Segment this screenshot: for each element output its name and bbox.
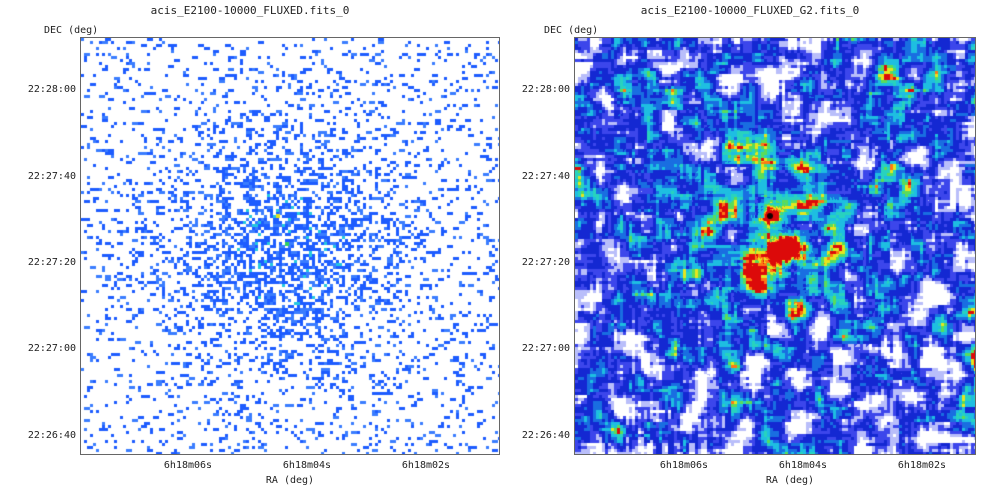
image-frame-raw[interactable] (80, 37, 500, 455)
x-tick-label: 6h18m04s (282, 460, 332, 471)
x-tick-label: 6h18m06s (659, 460, 709, 471)
panel-title: acis_E2100-10000_FLUXED.fits_0 (150, 4, 350, 17)
image-panel-right: acis_E2100-10000_FLUXED_G2.fits_0 DEC (d… (500, 0, 1000, 492)
x-axis-label: RA (deg) (265, 475, 315, 486)
y-axis-label: DEC (deg) (44, 25, 99, 36)
y-tick-label: 22:27:20 (521, 257, 570, 268)
image-panel-left: acis_E2100-10000_FLUXED.fits_0 DEC (deg)… (27, 4, 500, 486)
x-tick-label: 6h18m02s (897, 460, 947, 471)
y-tick-label: 22:28:00 (27, 84, 76, 95)
y-tick-label: 22:27:00 (521, 343, 570, 354)
smoothed-image[interactable] (575, 38, 975, 454)
x-tick-label: 6h18m06s (163, 460, 213, 471)
x-axis-label: RA (deg) (765, 475, 815, 486)
y-tick-label: 22:27:40 (521, 171, 570, 182)
x-tick-label: 6h18m04s (778, 460, 828, 471)
y-tick-label: 22:26:40 (521, 430, 570, 441)
y-tick-label: 22:27:40 (27, 171, 76, 182)
raw-counts-image[interactable] (81, 38, 499, 454)
image-frame-smoothed[interactable] (574, 37, 976, 455)
y-tick-label: 22:26:40 (27, 430, 76, 441)
y-tick-label: 22:27:00 (27, 343, 76, 354)
y-tick-label: 22:28:00 (521, 84, 570, 95)
x-tick-label: 6h18m02s (401, 460, 451, 471)
y-axis-label: DEC (deg) (544, 25, 599, 36)
panel-title: acis_E2100-10000_FLUXED_G2.fits_0 (640, 4, 860, 17)
y-tick-label: 22:27:20 (27, 257, 76, 268)
